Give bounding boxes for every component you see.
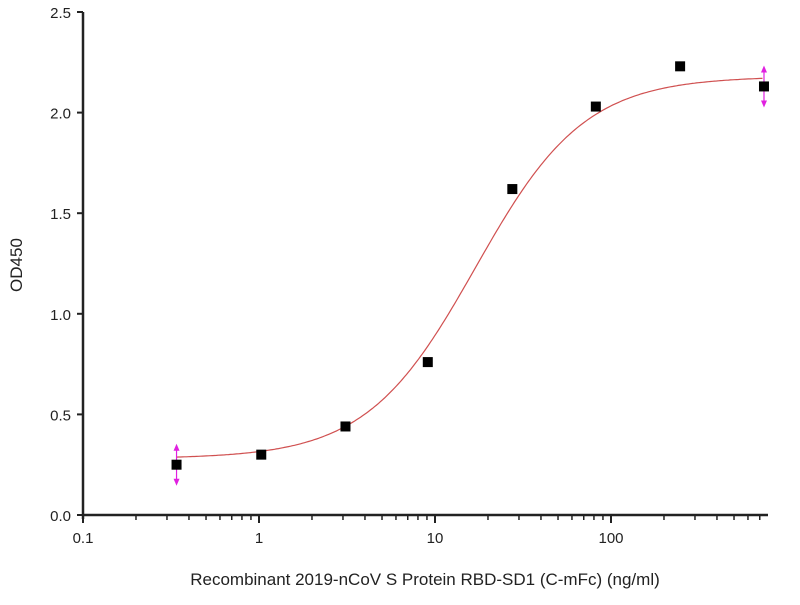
data-point (171, 459, 182, 470)
y-tick-label: 2.0 (50, 106, 71, 123)
x-tick-label: 0.1 (73, 530, 94, 547)
error-bar-cap-top (173, 443, 180, 451)
x-tick-label: 10 (427, 530, 444, 547)
axes: 0.0 0.5 1.0 1.5 2.0 2.5 0.1 1 10 100 (50, 5, 768, 547)
y-tick-label: 0.5 (50, 407, 71, 424)
error-bar-cap-bottom (173, 478, 180, 486)
data-points (171, 61, 769, 486)
data-point (422, 357, 433, 368)
data-point (590, 101, 601, 112)
x-tick-label: 100 (598, 530, 623, 547)
data-point (758, 81, 769, 92)
data-point (340, 421, 351, 432)
y-tick-label: 2.5 (50, 5, 71, 22)
data-point (256, 449, 267, 460)
y-tick-label: 0.0 (50, 508, 71, 525)
data-point (507, 184, 518, 195)
y-tick-label: 1.5 (50, 206, 71, 223)
data-point (675, 61, 686, 72)
error-bar-cap-top (760, 65, 767, 73)
fit-curve (176, 77, 763, 458)
x-tick-label: 1 (255, 530, 263, 547)
error-bar-cap-bottom (760, 100, 767, 108)
y-tick-label: 1.0 (50, 307, 71, 324)
y-axis-label: OD450 (7, 238, 26, 292)
x-axis-label: Recombinant 2019-nCoV S Protein RBD-SD1 … (190, 570, 660, 589)
